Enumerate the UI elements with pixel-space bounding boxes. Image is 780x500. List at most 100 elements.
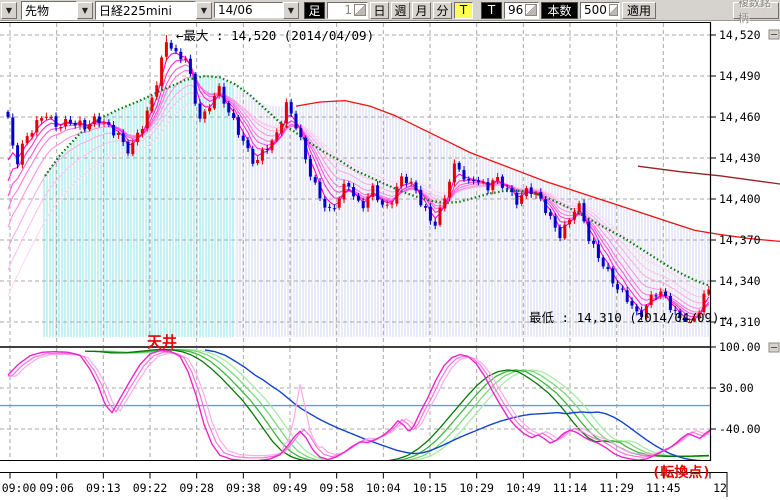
down-candle [515,192,519,205]
up-candle [25,136,29,144]
price-tick-label: 14,520 [719,28,761,42]
bar-type-label: 足 [304,1,325,19]
down-candle [265,149,269,151]
contract-month-value: 14/06 [214,2,283,18]
down-candle [73,122,77,126]
ma-projection-layer [295,99,780,243]
spinner-icon[interactable] [354,4,366,16]
down-candle [419,189,423,206]
ceiling-annotation: 天井 [147,333,177,351]
max-annotation: ←最大 : 14,520 (2014/04/09) [176,28,374,43]
time-label: 09:28 [179,481,214,495]
up-candle [342,183,346,200]
chevron-down-icon[interactable]: ▼ [1,1,17,19]
up-candle [390,203,394,205]
main-panel [0,23,710,346]
green-dotted-ma [44,74,710,287]
up-candle [524,188,528,197]
down-candle [582,203,586,222]
down-candle [347,183,351,187]
contract-month-select[interactable]: 14/06 ▼ [214,1,299,19]
spinner-icon[interactable] [608,4,618,16]
up-candle [284,102,288,124]
period-day-button[interactable]: 日 [370,1,389,19]
time-label: 09:00 [2,481,37,495]
down-candle [529,187,533,194]
time-label: 12 [713,481,727,495]
chevron-down-icon[interactable]: ▼ [77,1,93,19]
up-candle [260,149,264,161]
instrument-type-value: 先物 [21,0,77,20]
up-candle [40,118,44,121]
down-candle [68,119,72,124]
chevron-down-icon[interactable]: ▼ [196,1,212,19]
down-candle [596,244,600,259]
up-candle [184,58,188,60]
down-candle [505,188,509,190]
tick-label: T [481,1,502,19]
down-candle [664,291,668,296]
up-candle [280,123,284,133]
up-candle [212,96,216,109]
up-candle [20,143,24,165]
spinner-icon[interactable] [525,4,537,16]
up-candle [568,219,572,225]
down-candle [380,200,384,205]
up-candle [275,132,279,141]
apply-button[interactable]: 適用 [622,1,656,19]
up-candle [102,122,106,124]
price-tick-label: 14,340 [719,274,761,288]
up-candle [491,180,495,191]
interval-input[interactable]: 1 [327,1,368,19]
min-annotation: 最低 : 14,310 (2014/04/09)→ [529,310,728,325]
down-candle [587,221,591,242]
up-candle [44,116,48,118]
down-candle [486,182,490,191]
down-candle [673,309,677,311]
up-candle [270,140,274,151]
up-candle [92,116,96,125]
down-candle [232,113,236,119]
time-label: 11:14 [553,481,588,495]
bar-count-input[interactable]: 500 [580,1,620,19]
down-candle [174,48,178,52]
up-candle [78,120,82,126]
period-month-button[interactable]: 月 [412,1,431,19]
time-label: 09:06 [39,481,74,495]
down-candle [251,148,255,164]
down-candle [414,182,418,191]
up-candle [160,57,164,87]
price-tick-label: 14,430 [719,151,761,165]
period-tick-button[interactable]: T [454,1,473,19]
down-candle [625,290,629,302]
down-candle [683,317,687,322]
multi-symbol-button[interactable]: 複数銘柄 [733,0,779,25]
up-candle [88,124,92,130]
down-candle [611,268,615,284]
up-candle [644,305,648,318]
period-minute-button[interactable]: 分 [433,1,452,19]
up-candle [145,110,149,129]
up-candle [217,86,221,96]
bar-count-label: 本数 [541,1,578,19]
down-candle [318,181,322,199]
up-candle [385,204,389,206]
up-candle [649,295,653,306]
chevron-down-icon[interactable]: ▼ [283,1,299,19]
down-candle [428,206,432,221]
price-tick-label: 14,310 [719,315,761,329]
down-candle [462,170,466,180]
up-candle [400,176,404,187]
up-candle [688,322,692,323]
down-candle [169,42,173,49]
down-candle [500,176,504,188]
period-week-button[interactable]: 週 [391,1,410,19]
tick-count-input[interactable]: 96 [504,1,539,19]
down-candle [16,145,20,165]
down-candle [548,212,552,216]
symbol-select[interactable]: 日経225mini ▼ [95,0,212,20]
instrument-type-select[interactable]: 先物 ▼ [21,0,93,20]
history-dropdown[interactable]: ▼ [1,1,19,19]
down-candle [6,111,10,118]
